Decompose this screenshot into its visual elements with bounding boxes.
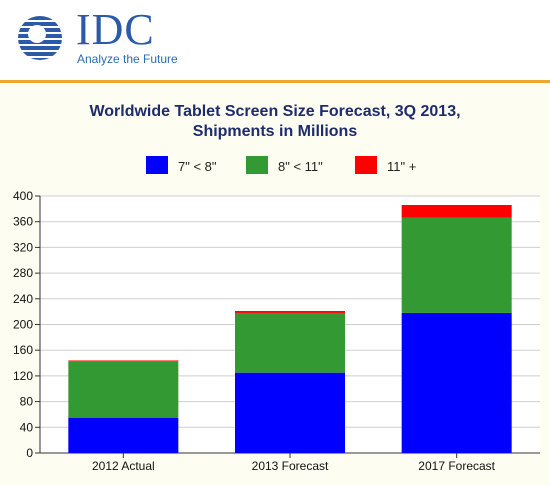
y-tick-label: 120 bbox=[13, 369, 33, 383]
y-tick-label: 160 bbox=[13, 343, 33, 357]
legend-label-0: 7" < 8" bbox=[178, 159, 217, 174]
logo-text: IDC bbox=[76, 5, 155, 54]
y-tick-label: 400 bbox=[13, 189, 33, 203]
bar-segment bbox=[235, 311, 345, 313]
chart-legend: 7" < 8" 8" < 11" 11" + bbox=[0, 156, 550, 178]
x-category-label: 2012 Actual bbox=[92, 459, 155, 473]
chart-title-line1: Worldwide Tablet Screen Size Forecast, 3… bbox=[89, 103, 461, 120]
y-tick-label: 280 bbox=[13, 266, 33, 280]
legend-swatch-1 bbox=[246, 156, 268, 174]
y-tick-label: 40 bbox=[20, 420, 34, 434]
y-tick-label: 360 bbox=[13, 215, 33, 229]
y-tick-label: 320 bbox=[13, 240, 33, 254]
bar-segment bbox=[68, 361, 179, 418]
header: IDC Analyze the Future bbox=[0, 0, 550, 84]
bar-segment bbox=[235, 372, 345, 453]
y-tick-label: 240 bbox=[13, 292, 33, 306]
x-category-label: 2013 Forecast bbox=[252, 459, 329, 473]
bar-segment bbox=[68, 360, 179, 362]
legend-label-1: 8" < 11" bbox=[278, 159, 323, 174]
logo-tagline: Analyze the Future bbox=[77, 52, 178, 66]
bar-segment bbox=[235, 312, 345, 373]
y-tick-label: 80 bbox=[20, 395, 34, 409]
globe-icon bbox=[18, 16, 62, 60]
bar-segment bbox=[401, 312, 512, 453]
bar-segment bbox=[401, 204, 512, 218]
legend-swatch-0 bbox=[146, 156, 168, 174]
legend-swatch-2 bbox=[355, 156, 377, 174]
bar-segment bbox=[68, 417, 179, 453]
bar-segment bbox=[401, 217, 512, 313]
chart-title-line2: Shipments in Millions bbox=[192, 123, 358, 140]
x-category-label: 2017 Forecast bbox=[418, 459, 495, 473]
y-tick-label: 0 bbox=[26, 446, 33, 460]
chart-title: Worldwide Tablet Screen Size Forecast, 3… bbox=[0, 102, 550, 142]
header-divider bbox=[0, 80, 550, 83]
y-tick-label: 200 bbox=[13, 318, 33, 332]
legend-label-2: 11" + bbox=[387, 159, 417, 174]
